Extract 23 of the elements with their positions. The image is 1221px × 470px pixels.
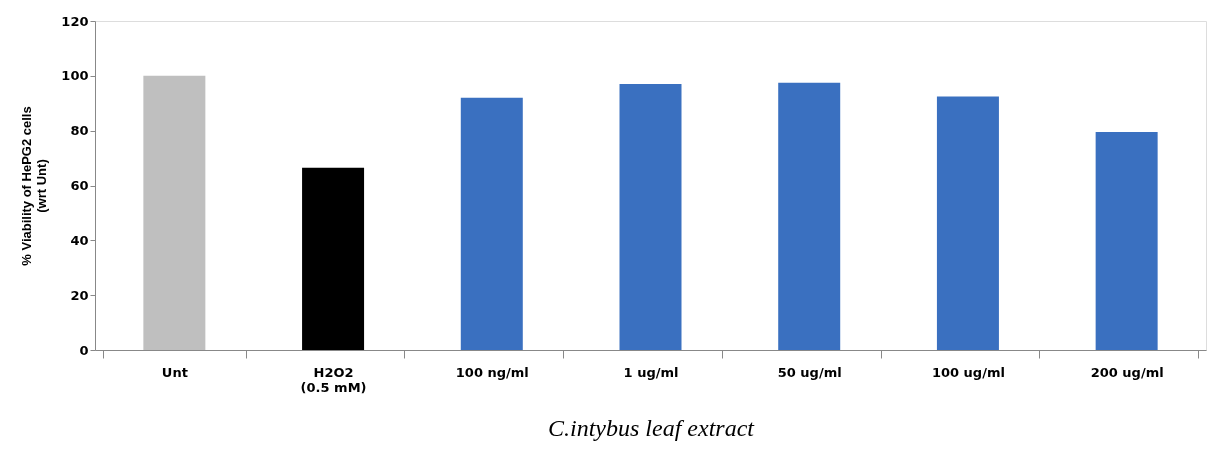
y-tick-label: 80	[70, 123, 89, 139]
x-tick-label: Unt	[161, 364, 188, 380]
x-tick-label: 100 ug/ml	[931, 364, 1005, 380]
x-axis-title: C.intybus leaf extract	[548, 414, 756, 441]
x-tick-label: 100 ng/ml	[455, 364, 529, 380]
x-tick-label: 50 ug/ml	[777, 364, 842, 380]
bar	[778, 82, 841, 350]
y-axis-title: % Viability of HePG2 cells (wrt Unt)	[19, 106, 50, 266]
bar	[936, 96, 999, 350]
y-tick-label: 60	[70, 178, 89, 193]
y-tick-label: 40	[70, 232, 89, 248]
y-tick-label: 120	[61, 13, 89, 29]
x-tick-label: H2O2 (0.5 mM)	[300, 364, 367, 395]
bar	[143, 75, 206, 350]
bar	[619, 84, 682, 350]
x-tick-label: 1 ug/ml	[623, 364, 679, 380]
y-tick-label: 20	[70, 287, 89, 303]
bar	[460, 97, 523, 350]
y-tick-label: 100	[61, 68, 89, 84]
y-tick-label: 0	[79, 342, 89, 358]
bar	[302, 167, 365, 350]
bar	[1095, 132, 1158, 350]
x-tick-label: 200 ug/ml	[1090, 364, 1164, 380]
